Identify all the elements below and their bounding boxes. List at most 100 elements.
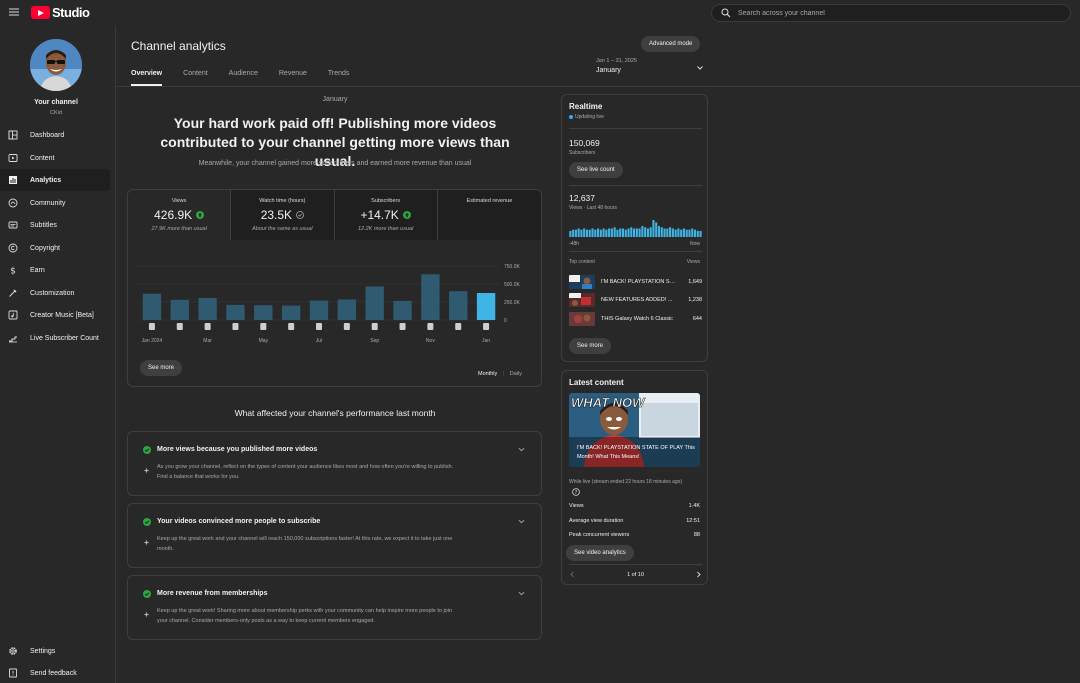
chevron-left-icon[interactable] <box>569 571 576 578</box>
search-bar[interactable] <box>711 4 1071 22</box>
realtime-bar <box>602 228 605 237</box>
realtime-bar <box>674 229 677 237</box>
realtime-bar <box>638 228 641 237</box>
latest-video-title: I'M BACK! PLAYSTATION STATE OF PLAY This… <box>577 445 695 460</box>
video-marker[interactable] <box>260 323 267 330</box>
metric-watch-time[interactable]: Watch time (hours) 23.5K About the same … <box>231 190 335 240</box>
metric-views[interactable]: Views 426.9K 27.9K more than usual <box>128 190 232 240</box>
top-content-row[interactable]: NEW FEATURES ADDED! ... 1,238 <box>569 293 702 307</box>
see-video-analytics-button[interactable]: See video analytics <box>566 545 634 561</box>
top-content-row[interactable]: I'M BACK! PLAYSTATION STATE OF PLAY 1,64… <box>569 275 702 289</box>
sidebar-item-earn[interactable]: $ Earn <box>0 259 110 281</box>
sidebar-item-content[interactable]: Content <box>0 147 110 169</box>
video-thumbnail <box>569 312 595 326</box>
latest-content-card: Latest content WHAT NOW I'M BACK! PLAYST… <box>561 370 708 585</box>
page-title: Channel analytics <box>131 39 226 53</box>
chevron-down-icon[interactable] <box>518 590 525 597</box>
chart-bar[interactable] <box>365 286 384 320</box>
avatar[interactable] <box>30 39 82 91</box>
video-marker[interactable] <box>455 323 462 330</box>
menu-icon[interactable] <box>8 6 20 18</box>
chart-bar[interactable] <box>254 305 273 320</box>
date-range: Jan 1 – 31, 2025 <box>596 58 637 64</box>
chart-bar[interactable] <box>421 274 440 320</box>
latest-video-thumbnail[interactable]: WHAT NOW I'M BACK! PLAYSTATION STATE OF … <box>569 393 700 467</box>
chevron-down-icon[interactable] <box>518 446 525 453</box>
chart-bar[interactable] <box>476 293 496 320</box>
search-icon[interactable] <box>721 8 731 18</box>
video-marker[interactable] <box>316 323 322 330</box>
video-marker[interactable] <box>288 323 295 330</box>
insight-card-subscribers[interactable]: Your videos convinced more people to sub… <box>127 503 542 568</box>
see-more-button[interactable]: See more <box>140 360 183 376</box>
tab-content[interactable]: Content <box>183 70 208 77</box>
tab-overview[interactable]: Overview <box>131 70 163 86</box>
x-tick-label: Sep <box>370 338 379 344</box>
overview-headline: Your hard work paid off! Publishing more… <box>160 115 510 169</box>
chart-bar[interactable] <box>449 291 468 320</box>
sidebar-item-creator-music[interactable]: Creator Music [Beta] <box>0 304 110 326</box>
studio-logo[interactable]: Studio <box>31 5 90 20</box>
see-live-count-button[interactable]: See live count <box>569 162 623 178</box>
video-marker[interactable] <box>483 323 490 330</box>
sidebar-item-label: Customization <box>30 289 75 297</box>
video-marker[interactable] <box>148 323 155 330</box>
chart-bar[interactable] <box>170 299 189 320</box>
tab-trends[interactable]: Trends <box>327 70 350 77</box>
video-thumbnail <box>569 275 595 289</box>
chart-bar[interactable] <box>281 305 301 320</box>
month-label: January <box>322 96 348 103</box>
sidebar-item-customization[interactable]: Customization <box>0 282 110 304</box>
insight-body: Keep up the great work and your channel … <box>157 536 453 552</box>
sidebar-item-send-feedback[interactable]: Send feedback <box>0 662 110 683</box>
video-marker[interactable] <box>427 323 434 330</box>
video-marker[interactable] <box>371 323 378 330</box>
stat-value: 1.4K <box>688 503 700 509</box>
toggle-daily[interactable]: Daily <box>509 371 522 377</box>
sidebar-item-dashboard[interactable]: Dashboard <box>0 124 110 146</box>
metric-subscribers[interactable]: Subscribers +14.7K 12.2K more than usual <box>334 190 438 240</box>
chart-bar[interactable] <box>337 299 357 320</box>
video-marker[interactable] <box>399 323 406 330</box>
views-column-label: Views <box>686 259 700 265</box>
sidebar-item-copyright[interactable]: Copyright <box>0 237 110 259</box>
chart-bar[interactable] <box>309 300 329 320</box>
sidebar-item-subtitles[interactable]: Subtitles <box>0 214 110 236</box>
insight-card-views[interactable]: More views because you published more vi… <box>127 431 542 496</box>
insight-card-revenue[interactable]: More revenue from memberships Keep up th… <box>127 575 542 640</box>
chevron-down-icon[interactable] <box>518 518 525 525</box>
date-range-picker[interactable]: Jan 1 – 31, 2025 January <box>596 58 704 80</box>
stat-value: 88 <box>693 532 700 538</box>
video-marker[interactable] <box>176 323 183 330</box>
views-value: 12,637 <box>569 193 595 203</box>
tab-audience[interactable]: Audience <box>228 70 258 77</box>
realtime-bar <box>671 228 674 237</box>
chart-bar[interactable] <box>393 300 412 320</box>
sidebar-item-community[interactable]: Community <box>0 192 110 214</box>
content-icon <box>8 153 18 163</box>
sidebar-item-settings[interactable]: Settings <box>0 640 110 662</box>
metric-estimated-revenue[interactable]: Estimated revenue <box>437 190 541 240</box>
chart-bar[interactable] <box>226 304 245 320</box>
video-marker[interactable] <box>204 323 211 330</box>
realtime-bar <box>633 228 636 237</box>
sidebar-item-analytics[interactable]: Analytics <box>0 169 110 191</box>
chart-bar[interactable] <box>198 298 217 320</box>
top-content-row[interactable]: THIS Galaxy Watch 6 Classic 644 <box>569 312 702 326</box>
chart-bar[interactable] <box>142 293 162 320</box>
realtime-bar <box>652 220 655 237</box>
realtime-bar <box>641 226 644 237</box>
advanced-mode-button[interactable]: Advanced mode <box>641 36 701 52</box>
dashboard-icon <box>8 130 18 140</box>
toggle-monthly[interactable]: Monthly <box>478 371 498 377</box>
tab-revenue[interactable]: Revenue <box>278 70 307 77</box>
help-icon[interactable]: ? <box>572 488 580 496</box>
video-marker[interactable] <box>232 323 239 330</box>
axis-start-label: -48h <box>569 241 580 247</box>
realtime-bar <box>621 228 625 237</box>
sidebar-item-live-subscriber-count[interactable]: Live Subscriber Count <box>0 327 110 349</box>
chevron-right-icon[interactable] <box>695 571 702 578</box>
video-marker[interactable] <box>343 323 350 330</box>
see-more-button[interactable]: See more <box>569 338 612 354</box>
search-input[interactable] <box>738 5 1058 21</box>
